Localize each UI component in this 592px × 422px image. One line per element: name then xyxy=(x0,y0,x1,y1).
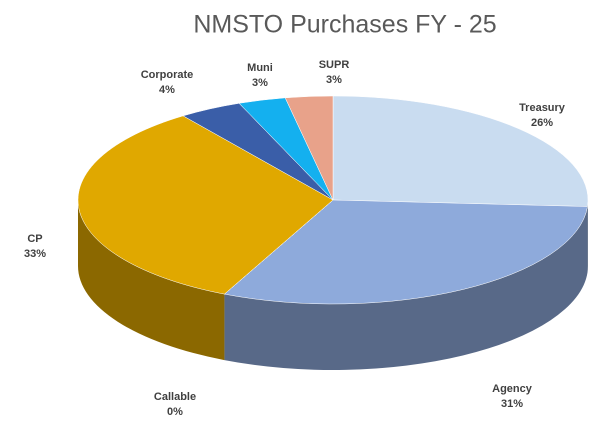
slice xyxy=(223,199,588,305)
slice-label: Treasury xyxy=(519,102,566,114)
slice-label: SUPR xyxy=(319,59,350,71)
slice-value-label: 4% xyxy=(159,84,175,96)
slice-label: Corporate xyxy=(141,69,194,81)
slice-label: Callable xyxy=(154,391,196,403)
slice-value-label: 3% xyxy=(252,77,268,89)
slice-label: Agency xyxy=(492,383,533,395)
slice xyxy=(77,115,334,295)
slice xyxy=(284,95,334,201)
slice-side xyxy=(224,206,588,371)
slice-label: Muni xyxy=(247,62,273,74)
slice-value-label: 33% xyxy=(24,248,46,260)
slice-value-label: 0% xyxy=(167,406,183,418)
slice-value-label: 26% xyxy=(531,117,553,129)
slice-side xyxy=(78,200,225,361)
chart-title: NMSTO Purchases FY - 25 xyxy=(193,11,496,39)
slice xyxy=(332,95,589,207)
slice-value-label: 3% xyxy=(326,74,342,86)
slice-side xyxy=(587,200,588,273)
slice-label: CP xyxy=(27,233,42,245)
slice-value-label: 31% xyxy=(501,398,523,410)
